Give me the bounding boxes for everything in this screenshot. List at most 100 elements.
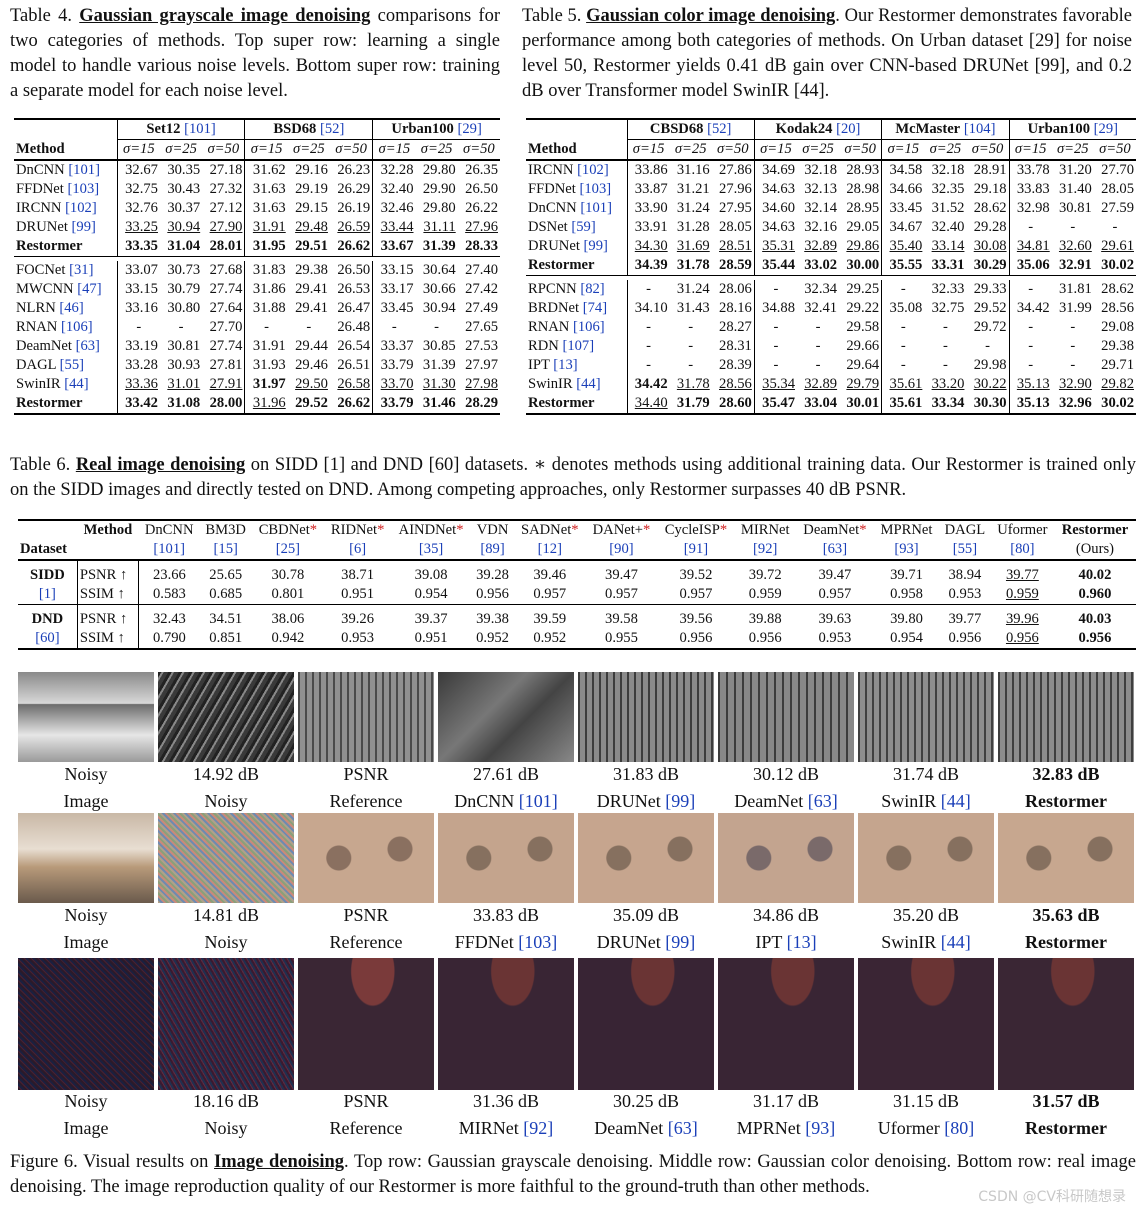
value-cell: 31.43 xyxy=(676,300,710,316)
label-line2: MIRNet [92] xyxy=(436,1115,576,1142)
method-name: MIRNet xyxy=(734,519,796,540)
method-label: MIRNet xyxy=(458,1118,519,1138)
value-cell: 26.58 xyxy=(337,376,371,392)
method-label: RDN xyxy=(528,338,559,354)
value-cell: 31.52 xyxy=(931,200,965,216)
method-label: FFDNet xyxy=(16,181,64,197)
value-cell: 0.952 xyxy=(471,629,514,650)
dataset-name: Urban100 xyxy=(391,121,454,137)
figure6-caption-pre: Visual results on xyxy=(83,1152,209,1172)
value-cell: 39.96 xyxy=(990,604,1054,629)
value-cell: 26.53 xyxy=(337,281,371,297)
method-label: Restormer xyxy=(528,395,595,411)
value-cell: 28.05 xyxy=(1101,181,1134,197)
value-cell: 34.63 xyxy=(753,218,797,237)
asterisk: * xyxy=(719,522,728,538)
value-cell: 29.38 xyxy=(295,262,328,278)
value-cell: 31.78 xyxy=(676,376,710,392)
table-row: Restormer 33.42 31.08 28.00 31.96 29.52 26.62 3… xyxy=(14,394,500,415)
value-cell: 0.954 xyxy=(874,629,940,650)
value-cell: 29.80 xyxy=(422,162,456,178)
figure6-label: Figure 6. xyxy=(10,1152,78,1172)
method-name: RDN [107] xyxy=(526,337,627,356)
method-name: Restormer xyxy=(1053,519,1136,540)
table-row: Restormer 33.35 31.04 28.01 31.95 29.51 26.62 3… xyxy=(14,237,500,257)
value-cell: 30.85 xyxy=(422,338,456,354)
sigma-label: σ=15 xyxy=(753,139,797,161)
value-cell: 32.76 xyxy=(116,199,160,218)
table-row: [1] SSIM ↑ 0.583 0.685 0.801 0.951 0.954 0.956 0… xyxy=(18,585,1136,605)
label-line2: DeamNet [63] xyxy=(576,1115,716,1142)
dataset-header: Set12 [101] xyxy=(116,118,245,140)
citation: [74] xyxy=(582,300,608,316)
value-cell: - xyxy=(434,319,440,335)
value-cell: 39.08 xyxy=(414,567,448,583)
label-line1: 14.81 dB xyxy=(192,905,259,925)
method-name: RNAN [106] xyxy=(526,318,627,337)
asterisk: * xyxy=(859,522,867,538)
value-cell: 31.88 xyxy=(244,299,288,318)
value-cell: 0.959 xyxy=(1005,586,1039,602)
value-cell: 26.62 xyxy=(329,394,373,415)
method-name: DRUNet [99] xyxy=(14,218,117,237)
value-cell: 27.91 xyxy=(209,376,243,392)
value-cell: 39.56 xyxy=(657,604,735,629)
sigma-row: Method σ=15 σ=25 σ=50 σ=15 σ=25 σ=50 σ=15 σ=25 σ=… xyxy=(526,139,1136,161)
sigma-label: σ=15 xyxy=(244,139,288,161)
dataset-name: McMaster xyxy=(895,121,961,137)
value-cell: 29.38 xyxy=(1101,338,1134,354)
sigma-row: Method σ=15 σ=25 σ=50 σ=15 σ=25 σ=50 σ=15 σ=25 σ=… xyxy=(14,139,500,161)
method-name: MPRNet xyxy=(874,519,940,540)
noisy-image-thumb xyxy=(18,672,154,762)
citation: [63] xyxy=(803,791,838,811)
method-crop xyxy=(438,813,574,903)
value-cell: 38.06 xyxy=(251,604,325,629)
label-line2: Image xyxy=(63,791,109,811)
value-cell: 29.18 xyxy=(973,181,1007,197)
value-cell: 26.22 xyxy=(465,200,498,216)
value-cell: 33.25 xyxy=(116,218,160,237)
label-line2: Noisy xyxy=(204,1118,248,1138)
value-cell: 26.47 xyxy=(337,300,371,316)
value-cell: 35.61 xyxy=(881,375,925,394)
citation: [107] xyxy=(562,338,595,354)
citation: [60] xyxy=(18,629,78,650)
figure-label: PSNR Reference xyxy=(296,1088,436,1142)
value-cell: 29.41 xyxy=(295,300,328,316)
value-cell: 31.99 xyxy=(1058,300,1092,316)
value-cell: 31.63 xyxy=(244,199,288,218)
method-name: DeamNet* xyxy=(795,519,874,540)
value-cell: 0.790 xyxy=(138,629,200,650)
figure-label: Noisy Image xyxy=(16,1088,156,1142)
value-cell: 28.16 xyxy=(719,300,752,316)
value-cell: 30.66 xyxy=(422,281,456,297)
table-row: RNAN [106] - -27.70- -26.48- -27.65 xyxy=(14,318,500,337)
value-cell: 27.32 xyxy=(209,181,243,197)
value-cell: 34.63 xyxy=(753,180,797,199)
method-crop xyxy=(718,958,854,1090)
label-line1: PSNR xyxy=(343,905,389,925)
reference-crop xyxy=(298,958,434,1090)
value-cell: 27.81 xyxy=(209,357,243,373)
label-line1: 35.09 dB xyxy=(612,905,679,925)
table-row: DRUNet [99] 33.25 30.94 27.90 31.91 29.48 26.5… xyxy=(14,218,500,237)
label-line1: 31.57 dB xyxy=(1032,1091,1100,1111)
value-cell: 28.33 xyxy=(465,238,498,254)
value-cell: 29.58 xyxy=(846,319,880,335)
method-label: BM3D xyxy=(205,522,246,538)
table-row: DnCNN [101] 33.90 31.24 27.95 34.60 32.14 28.9… xyxy=(526,199,1136,218)
value-cell: 27.74 xyxy=(209,281,243,297)
value-cell: 32.90 xyxy=(1058,376,1092,392)
value-cell: 29.52 xyxy=(287,394,330,415)
value-cell: - xyxy=(1008,280,1052,299)
value-cell: - xyxy=(1008,318,1052,337)
value-cell: 35.06 xyxy=(1008,256,1052,276)
value-cell: 32.98 xyxy=(1008,199,1052,218)
value-cell: 33.45 xyxy=(881,199,925,218)
label-line1: 31.17 dB xyxy=(752,1091,819,1111)
value-cell: 29.25 xyxy=(846,281,880,297)
method-name: IPT [13] xyxy=(526,356,627,375)
dataset-header: CBSD68 [52] xyxy=(626,118,755,140)
label-line1: 30.25 dB xyxy=(612,1091,679,1111)
citation: [13] xyxy=(782,932,817,952)
